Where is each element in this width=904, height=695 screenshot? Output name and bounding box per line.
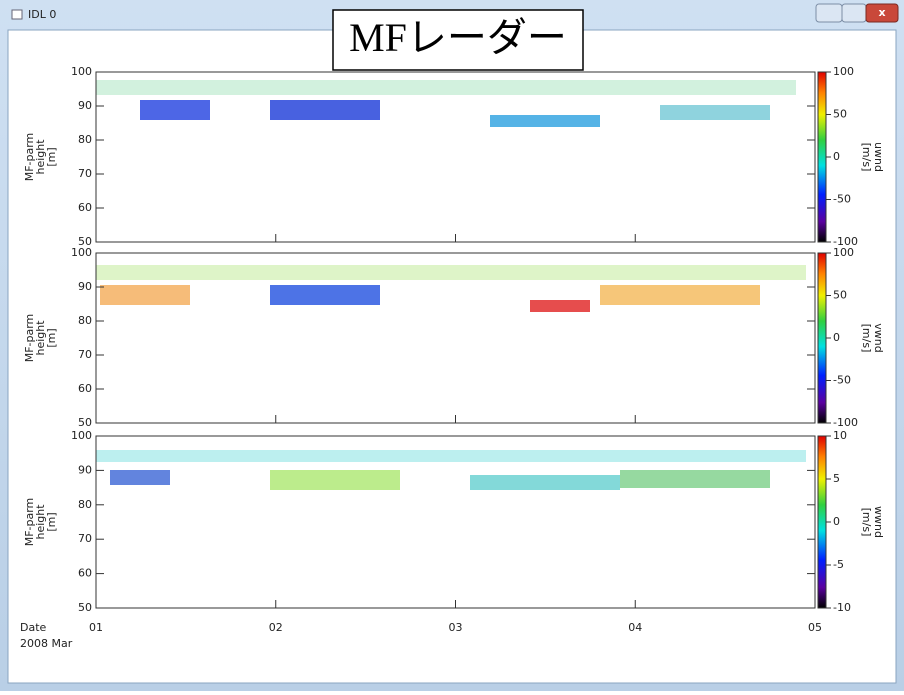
y-tick-label: 90 <box>78 463 92 476</box>
x-tick-label: 04 <box>628 621 642 634</box>
maximize-button[interactable] <box>841 3 867 23</box>
y-tick-label: 90 <box>78 99 92 112</box>
y-tick-label: 50 <box>78 416 92 429</box>
x-tick-label: 01 <box>89 621 103 634</box>
y-axis-label: height <box>34 504 47 540</box>
x-axis-sublabel: 2008 Mar <box>20 637 73 650</box>
window-icon <box>11 9 23 20</box>
colorbar-tick-label: 50 <box>833 289 847 302</box>
colorbar <box>817 252 827 424</box>
colorbar <box>817 435 827 609</box>
y-axis-label: [m] <box>45 512 58 531</box>
y-tick-label: 100 <box>71 429 92 442</box>
colorbar-label: uwnd <box>872 142 885 172</box>
canvas <box>7 29 897 684</box>
y-tick-label: 80 <box>78 314 92 327</box>
colorbar-label: [m/s] <box>860 508 873 537</box>
colorbar-label: [m/s] <box>860 143 873 172</box>
colorbar-tick-label: 0 <box>833 331 840 344</box>
y-tick-label: 90 <box>78 280 92 293</box>
y-tick-label: 80 <box>78 133 92 146</box>
minimize-button[interactable] <box>815 3 843 23</box>
colorbar-tick-label: 10 <box>833 429 847 442</box>
colorbar-tick-label: -50 <box>833 193 851 206</box>
y-tick-label: 60 <box>78 567 92 580</box>
x-axis-label: Date <box>20 621 47 634</box>
y-tick-label: 80 <box>78 498 92 511</box>
colorbar-tick-label: 100 <box>833 246 854 259</box>
y-tick-label: 70 <box>78 167 92 180</box>
colorbar-tick-label: 100 <box>833 65 854 78</box>
y-axis-label: height <box>34 320 47 356</box>
y-tick-label: 100 <box>71 246 92 259</box>
overlay-label: MFレーダー <box>349 15 567 60</box>
colorbar-tick-label: -5 <box>833 558 844 571</box>
data-texture <box>96 80 806 490</box>
colorbar-tick-label: -100 <box>833 235 858 248</box>
colorbar-tick-label: 50 <box>833 108 847 121</box>
y-tick-label: 50 <box>78 601 92 614</box>
x-tick-label: 03 <box>449 621 463 634</box>
colorbar-tick-label: 5 <box>833 472 840 485</box>
close-button[interactable] <box>865 3 899 23</box>
y-tick-label: 60 <box>78 382 92 395</box>
colorbar <box>817 71 827 243</box>
y-tick-label: 70 <box>78 348 92 361</box>
window-title: IDL 0 <box>28 8 56 21</box>
y-axis-label: [m] <box>45 328 58 347</box>
y-axis-label: MF-parm <box>23 133 36 182</box>
close-icon: x <box>878 6 885 19</box>
y-axis-label: height <box>34 139 47 175</box>
colorbar-tick-label: 0 <box>833 150 840 163</box>
y-axis-label: MF-parm <box>23 498 36 547</box>
overlay-box <box>332 9 584 71</box>
colorbar-label: [m/s] <box>860 324 873 353</box>
y-axis-label: [m] <box>45 147 58 166</box>
colorbar-label: vwnd <box>872 323 885 352</box>
x-tick-label: 02 <box>269 621 283 634</box>
x-tick-label: 05 <box>808 621 822 634</box>
y-tick-label: 100 <box>71 65 92 78</box>
colorbar-tick-label: -50 <box>833 374 851 387</box>
y-tick-label: 60 <box>78 201 92 214</box>
colorbar-tick-label: -100 <box>833 416 858 429</box>
y-axis-label: MF-parm <box>23 314 36 363</box>
y-tick-label: 70 <box>78 532 92 545</box>
colorbar-label: wwnd <box>872 506 885 538</box>
colorbar-tick-label: 0 <box>833 515 840 528</box>
y-tick-label: 50 <box>78 235 92 248</box>
colorbar-tick-label: -10 <box>833 601 851 614</box>
